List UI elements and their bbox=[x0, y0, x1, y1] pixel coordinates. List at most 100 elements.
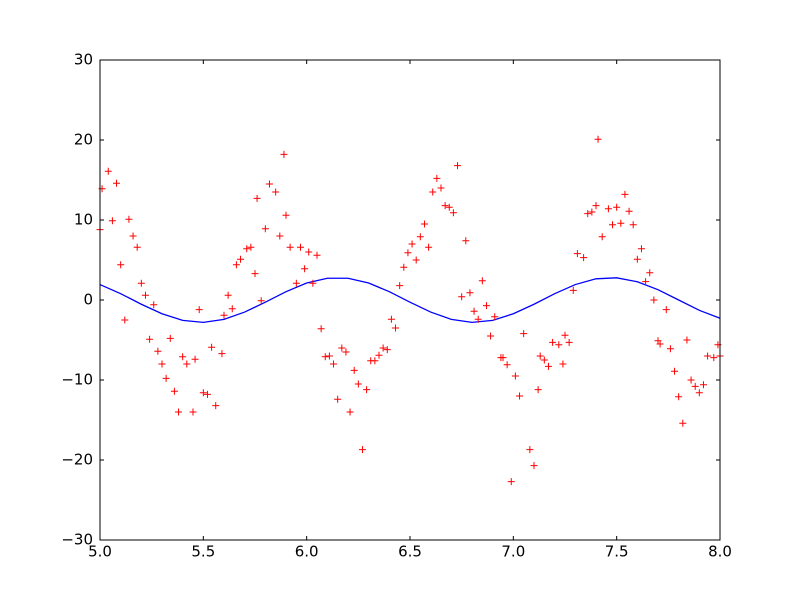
point bbox=[257, 297, 265, 305]
point bbox=[396, 282, 404, 290]
point bbox=[584, 210, 592, 218]
point bbox=[511, 372, 519, 380]
point bbox=[656, 340, 664, 348]
point bbox=[346, 408, 354, 416]
point bbox=[671, 367, 679, 375]
point bbox=[499, 354, 507, 362]
point bbox=[191, 355, 199, 363]
point bbox=[321, 353, 329, 361]
point bbox=[212, 402, 220, 410]
x-tick-label: 8.0 bbox=[708, 543, 732, 561]
point bbox=[317, 325, 325, 333]
point bbox=[276, 232, 284, 240]
point bbox=[429, 188, 437, 196]
y-tick-label: −10 bbox=[61, 371, 93, 389]
point bbox=[125, 215, 133, 223]
point bbox=[588, 208, 596, 216]
point bbox=[363, 386, 371, 394]
point bbox=[166, 334, 174, 342]
point bbox=[526, 446, 534, 454]
point bbox=[309, 279, 317, 287]
point bbox=[462, 237, 470, 245]
point bbox=[195, 306, 203, 314]
point bbox=[416, 233, 424, 241]
point bbox=[387, 315, 395, 323]
point bbox=[646, 269, 654, 277]
point bbox=[561, 331, 569, 339]
point bbox=[594, 135, 602, 143]
point bbox=[129, 232, 137, 240]
point bbox=[392, 324, 400, 332]
point bbox=[679, 419, 687, 427]
point bbox=[503, 361, 511, 369]
plot-frame bbox=[99, 59, 721, 541]
point bbox=[478, 277, 486, 285]
x-tick-label: 5.0 bbox=[88, 543, 112, 561]
point bbox=[604, 205, 612, 213]
point bbox=[540, 356, 548, 364]
point bbox=[466, 289, 474, 297]
point bbox=[133, 243, 141, 251]
point bbox=[555, 341, 563, 349]
y-tick-label: 30 bbox=[74, 51, 93, 69]
point bbox=[313, 251, 321, 259]
point bbox=[613, 203, 621, 211]
point bbox=[108, 217, 116, 225]
point bbox=[683, 336, 691, 344]
point bbox=[609, 221, 617, 229]
point bbox=[350, 366, 358, 374]
point bbox=[687, 376, 695, 384]
point bbox=[141, 291, 149, 299]
point bbox=[520, 330, 528, 338]
point bbox=[449, 209, 457, 217]
point bbox=[458, 293, 466, 301]
point bbox=[358, 446, 366, 454]
point bbox=[338, 344, 346, 352]
point bbox=[530, 462, 538, 470]
point bbox=[137, 279, 145, 287]
point bbox=[617, 219, 625, 227]
point bbox=[354, 380, 362, 388]
point bbox=[251, 270, 259, 278]
point bbox=[146, 335, 154, 343]
point bbox=[445, 203, 453, 211]
point bbox=[420, 220, 428, 228]
point bbox=[175, 408, 183, 416]
point bbox=[292, 279, 300, 287]
point bbox=[189, 408, 197, 416]
point bbox=[104, 167, 112, 175]
point bbox=[301, 265, 309, 273]
point bbox=[633, 255, 641, 263]
point bbox=[580, 254, 588, 262]
point bbox=[454, 162, 462, 170]
y-tick-label: 10 bbox=[74, 211, 93, 229]
point bbox=[261, 225, 269, 233]
point bbox=[400, 263, 408, 271]
point bbox=[507, 478, 515, 486]
point bbox=[675, 393, 683, 401]
point bbox=[650, 296, 658, 304]
point bbox=[433, 174, 441, 182]
point bbox=[253, 194, 261, 202]
point bbox=[408, 240, 416, 248]
point bbox=[710, 354, 718, 362]
point bbox=[699, 381, 707, 389]
point bbox=[342, 348, 350, 356]
line bbox=[99, 277, 721, 324]
point bbox=[280, 150, 288, 158]
point bbox=[598, 233, 606, 241]
point bbox=[334, 395, 342, 403]
point bbox=[247, 243, 255, 251]
point bbox=[573, 250, 581, 258]
point bbox=[113, 179, 121, 187]
point bbox=[218, 350, 226, 358]
point bbox=[282, 211, 290, 219]
point bbox=[379, 344, 387, 352]
x-tick-label: 6.5 bbox=[398, 543, 422, 561]
point bbox=[162, 374, 170, 382]
point bbox=[375, 351, 383, 359]
point bbox=[549, 338, 557, 346]
point bbox=[325, 352, 333, 360]
point bbox=[474, 315, 482, 323]
point bbox=[224, 291, 232, 299]
